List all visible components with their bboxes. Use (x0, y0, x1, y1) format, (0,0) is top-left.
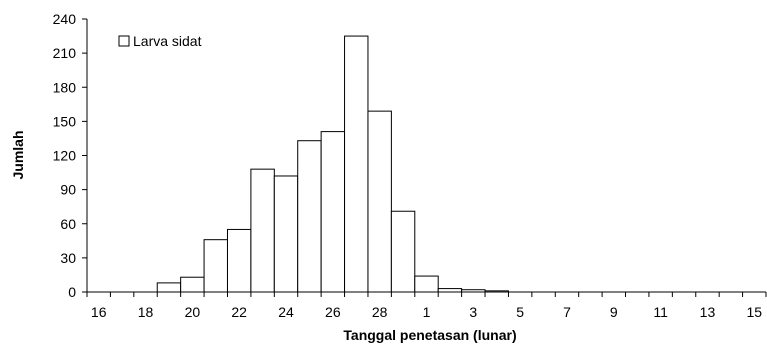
bar-28 (367, 110, 392, 293)
y-tick-label: 0 (68, 284, 76, 300)
y-tick-label: 180 (53, 79, 77, 95)
x-tick-label: 26 (325, 304, 341, 320)
bar-24 (273, 175, 299, 293)
x-tick-label: 28 (372, 304, 388, 320)
legend-label: Larva sidat (133, 33, 202, 49)
y-tick-label: 240 (53, 11, 77, 27)
y-tick-label: 60 (60, 216, 76, 232)
x-tick-label: 20 (185, 304, 201, 320)
bar-1 (414, 275, 439, 293)
y-tick-label: 150 (53, 113, 77, 129)
bar-25 (297, 140, 322, 293)
bar-2 (437, 288, 463, 293)
y-tick-label: 210 (53, 45, 77, 61)
y-tick-label: 120 (53, 148, 77, 164)
legend: Larva sidat (118, 33, 202, 49)
y-axis-title: Jumlah (10, 130, 26, 179)
x-tick-label: 5 (516, 304, 524, 320)
x-tick-label: 9 (610, 304, 618, 320)
axes-group (86, 19, 766, 293)
bar-19 (156, 282, 182, 293)
x-axis-title: Tanggal penetasan (lunar) (343, 327, 516, 343)
x-tick-label: 13 (700, 304, 716, 320)
x-tick-label: 11 (653, 304, 668, 320)
x-tick-label: 22 (231, 304, 247, 320)
x-tick-label: 1 (423, 304, 431, 320)
legend-swatch (118, 35, 130, 47)
bars-group (156, 35, 509, 293)
bar-22 (226, 228, 252, 293)
y-ticks-group: 0 30 60 90 120 150 180 210 240 (53, 11, 87, 300)
y-tick-label: 90 (60, 182, 76, 198)
x-tick-label: 24 (278, 304, 294, 320)
bar-29 (390, 210, 416, 293)
x-ticks-group: 16 18 20 22 24 26 28 1 3 5 7 9 11 13 15 (86, 292, 767, 320)
bar-27 (344, 35, 369, 293)
x-tick-label: 7 (563, 304, 571, 320)
x-tick-label: 18 (138, 304, 154, 320)
bar-20 (180, 276, 205, 293)
bar-26 (320, 131, 346, 293)
bar-23 (250, 168, 275, 293)
x-tick-label: 16 (91, 304, 107, 320)
bar-21 (203, 239, 228, 293)
y-tick-label: 30 (60, 250, 76, 266)
x-tick-label: 15 (747, 304, 763, 320)
x-tick-label: 3 (469, 304, 477, 320)
